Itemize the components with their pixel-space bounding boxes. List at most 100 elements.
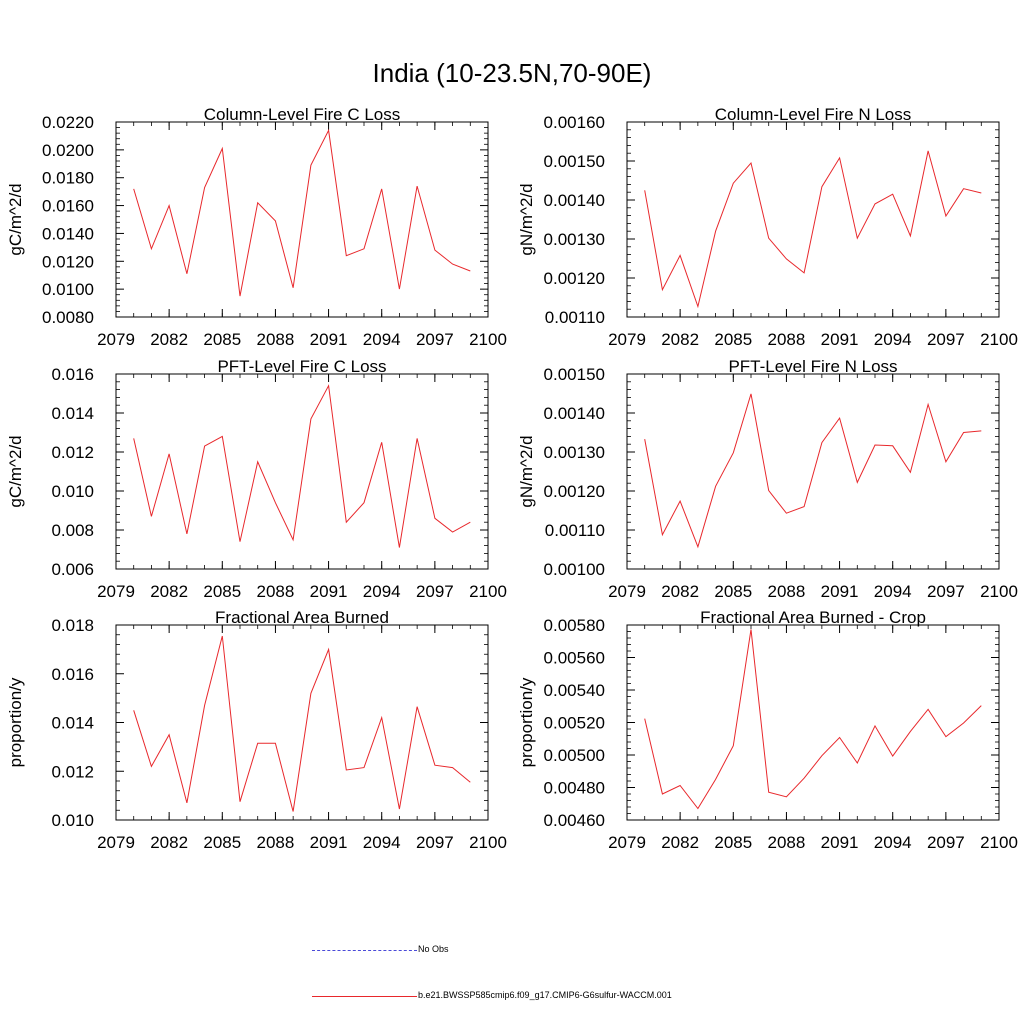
x-tick-label: 2091 [821,582,859,601]
x-tick-label: 2088 [257,833,295,852]
x-tick-label: 2085 [714,582,752,601]
y-tick-label: 0.00140 [544,191,605,210]
x-tick-label: 2097 [416,833,454,852]
x-tick-label: 2082 [150,330,188,349]
y-tick-label: 0.00580 [544,616,605,635]
y-tick-label: 0.00150 [544,152,605,171]
x-tick-label: 2094 [874,330,912,349]
x-tick-label: 2100 [469,330,507,349]
series-line [644,629,982,810]
x-tick-label: 2082 [661,833,699,852]
y-tick-label: 0.0100 [42,280,94,299]
panel-title: Column-Level Fire C Loss [204,105,401,124]
y-tick-label: 0.00160 [544,113,605,132]
x-tick-label: 2100 [469,833,507,852]
x-tick-label: 2097 [927,833,965,852]
panel-title: PFT-Level Fire N Loss [728,357,897,376]
x-tick-label: 2079 [608,582,646,601]
x-tick-label: 2100 [980,330,1018,349]
y-axis-label: gN/m^2/d [517,183,536,255]
x-tick-label: 2082 [661,582,699,601]
x-tick-label: 2088 [768,582,806,601]
y-tick-label: 0.016 [51,665,94,684]
x-tick-label: 2094 [363,833,401,852]
x-tick-label: 2094 [363,330,401,349]
y-tick-label: 0.0180 [42,169,94,188]
y-tick-label: 0.0140 [42,224,94,243]
y-tick-label: 0.0080 [42,308,94,327]
plot-frame [626,373,1000,570]
panel-title: Fractional Area Burned - Crop [700,608,926,627]
y-tick-label: 0.00100 [544,560,605,579]
x-tick-label: 2082 [150,833,188,852]
y-tick-label: 0.00500 [544,746,605,765]
plot-frame [626,121,1000,318]
y-axis-label: gC/m^2/d [6,435,25,507]
x-tick-label: 2097 [416,330,454,349]
x-tick-label: 2082 [150,582,188,601]
legend-label-obs: No Obs [418,944,449,954]
y-tick-label: 0.0200 [42,141,94,160]
x-tick-label: 2100 [980,833,1018,852]
panel-title: Fractional Area Burned [215,608,389,627]
y-tick-label: 0.00110 [545,308,605,327]
x-tick-label: 2094 [874,582,912,601]
figure-title: India (10-23.5N,70-90E) [372,58,652,88]
y-axis-label: proportion/y [6,677,25,767]
x-tick-label: 2082 [661,330,699,349]
legend-label-model: b.e21.BWSSP585cmip6.f09_g17.CMIP6-G6sulf… [418,990,672,1000]
x-tick-label: 2088 [257,582,295,601]
legend-line-model [312,996,417,997]
plot-frame [626,624,1000,821]
y-tick-label: 0.0120 [42,252,94,271]
y-tick-label: 0.00150 [544,365,605,384]
y-tick-label: 0.00140 [544,404,605,423]
y-tick-label: 0.00520 [544,714,605,733]
plot-frame [115,624,489,821]
x-tick-label: 2091 [821,833,859,852]
y-tick-label: 0.018 [51,616,94,635]
x-tick-label: 2079 [608,833,646,852]
y-tick-label: 0.016 [51,365,94,384]
x-tick-label: 2094 [874,833,912,852]
series-line [133,384,471,548]
y-axis-label: proportion/y [517,677,536,767]
x-tick-label: 2097 [927,330,965,349]
x-tick-label: 2091 [310,330,348,349]
x-tick-label: 2079 [608,330,646,349]
x-tick-label: 2094 [363,582,401,601]
y-tick-label: 0.0160 [42,197,94,216]
x-tick-label: 2088 [768,330,806,349]
series-line [133,635,471,812]
y-axis-label: gN/m^2/d [517,435,536,507]
series-line [644,393,982,549]
y-tick-label: 0.014 [51,404,94,423]
plot-frame [115,121,489,318]
y-tick-label: 0.00130 [544,230,605,249]
y-tick-label: 0.00120 [544,482,605,501]
y-tick-label: 0.010 [51,482,94,501]
panel-title: Column-Level Fire N Loss [715,105,912,124]
y-tick-label: 0.006 [51,560,94,579]
x-tick-label: 2091 [310,582,348,601]
x-tick-label: 2085 [203,330,241,349]
x-tick-label: 2085 [714,330,752,349]
y-tick-label: 0.00120 [544,269,605,288]
x-tick-label: 2085 [203,582,241,601]
series-line [133,128,471,297]
panel-title: PFT-Level Fire C Loss [217,357,386,376]
x-tick-label: 2079 [97,582,135,601]
y-tick-label: 0.014 [51,714,94,733]
x-tick-label: 2085 [714,833,752,852]
y-tick-label: 0.008 [51,521,94,540]
legend-line-obs [312,950,417,951]
x-tick-label: 2088 [768,833,806,852]
y-tick-label: 0.012 [51,762,94,781]
y-tick-label: 0.00480 [544,779,605,798]
x-tick-label: 2085 [203,833,241,852]
x-tick-label: 2091 [310,833,348,852]
x-tick-label: 2097 [416,582,454,601]
x-tick-label: 2088 [257,330,295,349]
y-tick-label: 0.012 [51,443,94,462]
